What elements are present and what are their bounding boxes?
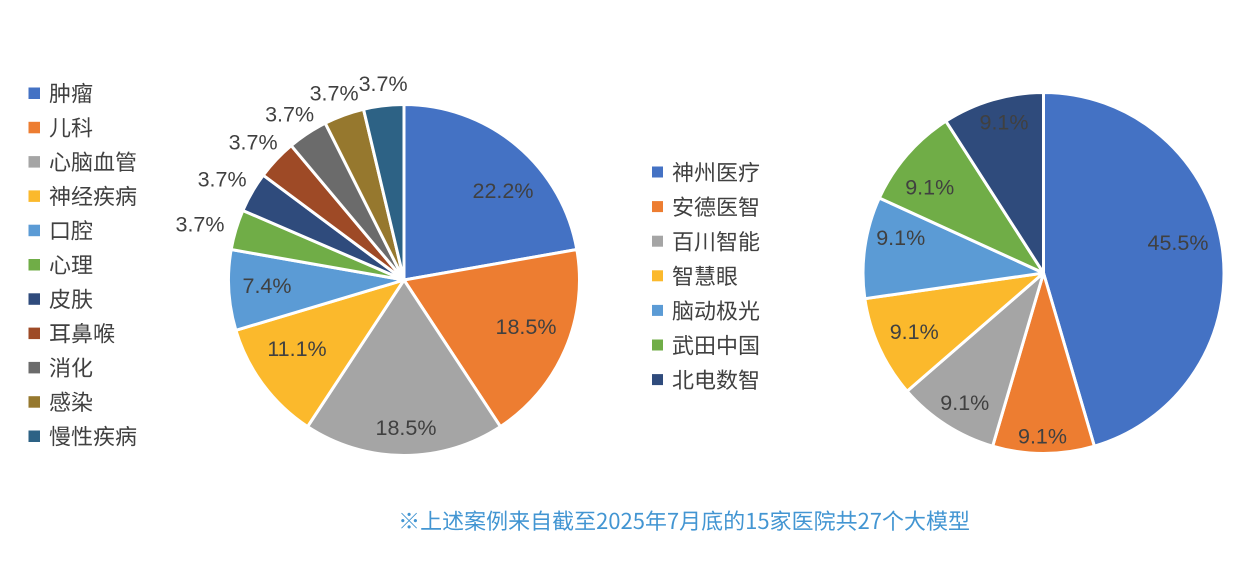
svg-text:22.2%: 22.2% (473, 179, 534, 203)
svg-text:3.7%: 3.7% (310, 82, 359, 106)
svg-text:3.7%: 3.7% (229, 131, 278, 155)
svg-text:9.1%: 9.1% (979, 111, 1028, 135)
svg-text:9.1%: 9.1% (1018, 425, 1067, 449)
svg-text:3.7%: 3.7% (175, 212, 224, 236)
svg-text:9.1%: 9.1% (876, 226, 925, 250)
svg-text:3.7%: 3.7% (265, 102, 314, 126)
svg-text:9.1%: 9.1% (940, 391, 989, 415)
svg-text:11.1%: 11.1% (267, 337, 326, 361)
svg-text:18.5%: 18.5% (376, 416, 437, 440)
svg-text:9.1%: 9.1% (905, 175, 954, 199)
svg-text:45.5%: 45.5% (1148, 231, 1209, 255)
svg-text:7.4%: 7.4% (242, 274, 291, 298)
svg-text:9.1%: 9.1% (890, 320, 939, 344)
svg-text:3.7%: 3.7% (198, 168, 247, 192)
svg-text:3.7%: 3.7% (359, 72, 408, 96)
svg-text:18.5%: 18.5% (496, 315, 557, 339)
